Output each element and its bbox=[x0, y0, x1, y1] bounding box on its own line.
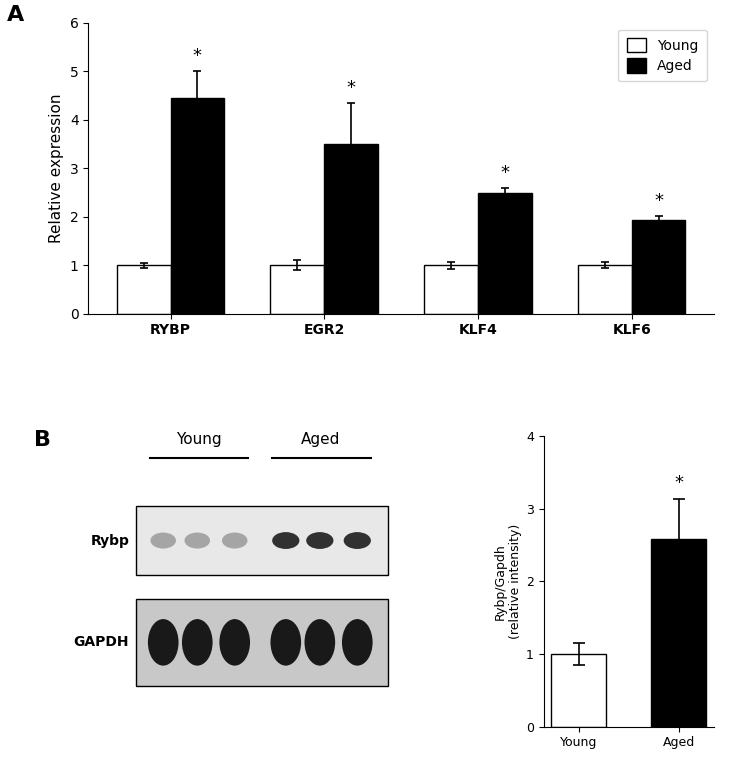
Ellipse shape bbox=[344, 532, 371, 549]
Text: *: * bbox=[347, 79, 355, 97]
Y-axis label: Rybp/Gapdh
(relative intensity): Rybp/Gapdh (relative intensity) bbox=[494, 524, 522, 639]
Ellipse shape bbox=[219, 619, 250, 665]
Bar bbox=[117, 265, 171, 313]
Ellipse shape bbox=[342, 619, 372, 665]
Text: *: * bbox=[500, 164, 509, 182]
Y-axis label: Relative expression: Relative expression bbox=[49, 93, 64, 243]
Text: *: * bbox=[674, 474, 683, 492]
Bar bbox=[478, 193, 532, 313]
Text: Aged: Aged bbox=[301, 432, 341, 447]
Text: A: A bbox=[7, 5, 24, 25]
Text: Rybp: Rybp bbox=[91, 534, 130, 547]
Bar bbox=[136, 599, 388, 686]
Bar bbox=[136, 506, 388, 575]
Text: B: B bbox=[34, 430, 51, 450]
Bar bbox=[171, 98, 224, 313]
Bar bbox=[325, 144, 378, 313]
Ellipse shape bbox=[306, 532, 333, 549]
Text: GAPDH: GAPDH bbox=[74, 635, 130, 650]
Ellipse shape bbox=[182, 619, 213, 665]
Legend: Young, Aged: Young, Aged bbox=[618, 30, 707, 82]
Ellipse shape bbox=[222, 532, 247, 549]
Text: Young: Young bbox=[176, 432, 222, 447]
Ellipse shape bbox=[150, 532, 176, 549]
Bar bbox=[651, 539, 706, 727]
Ellipse shape bbox=[305, 619, 335, 665]
Bar bbox=[551, 654, 606, 727]
Bar bbox=[270, 265, 325, 313]
Ellipse shape bbox=[148, 619, 179, 665]
Ellipse shape bbox=[272, 532, 300, 549]
Ellipse shape bbox=[270, 619, 301, 665]
Text: *: * bbox=[654, 192, 663, 210]
Ellipse shape bbox=[185, 532, 210, 549]
Text: *: * bbox=[193, 48, 202, 65]
Bar bbox=[578, 265, 631, 313]
Bar bbox=[424, 265, 478, 313]
Bar bbox=[631, 220, 685, 313]
